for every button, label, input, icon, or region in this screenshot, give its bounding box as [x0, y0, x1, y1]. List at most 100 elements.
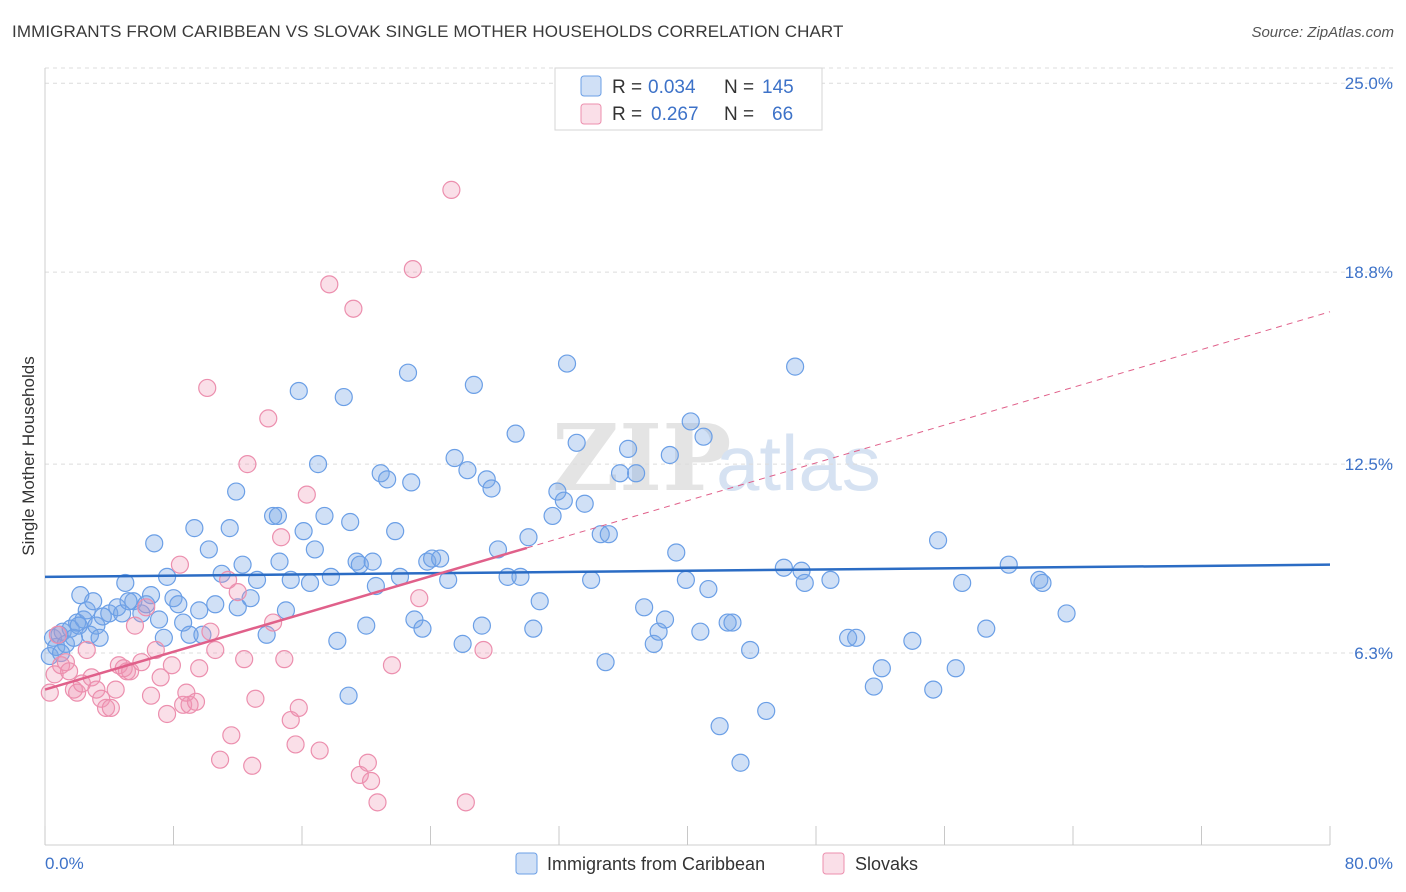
slovaks-point [190, 659, 209, 678]
caribbean-point [557, 354, 577, 373]
slovaks-point [310, 741, 329, 760]
caribbean-point [300, 573, 320, 593]
legend-n-value-caribbean: 145 [762, 77, 794, 98]
slovaks-point [238, 455, 257, 474]
caribbean-point [334, 387, 353, 407]
watermark-zip: ZIP [552, 404, 731, 512]
caribbean-point [289, 381, 308, 401]
caribbean-point [710, 717, 729, 736]
y-tick-label: 18.8% [1345, 263, 1393, 282]
caribbean-point [548, 482, 567, 501]
caribbean-point [357, 616, 376, 635]
caribbean-point [482, 479, 501, 498]
caribbean-point [190, 601, 209, 620]
caribbean-point [757, 701, 776, 721]
slovaks-point [222, 726, 241, 745]
caribbean-point [519, 528, 538, 547]
series-slovaks-points [40, 180, 493, 812]
slovaks-point [162, 656, 181, 675]
caribbean-point [731, 753, 750, 772]
caribbean-point [180, 625, 199, 644]
caribbean-point [145, 534, 164, 553]
slovaks-point [151, 668, 170, 687]
caribbean-point [667, 543, 686, 562]
caribbean-point [472, 616, 491, 635]
caribbean-point [108, 598, 127, 617]
caribbean-point [655, 610, 675, 629]
legend-n-label-slovaks: N = [724, 104, 754, 125]
y-tick-label: 6.3% [1354, 644, 1393, 663]
caribbean-point [554, 491, 573, 510]
slovaks-point [382, 656, 402, 675]
caribbean-point [270, 552, 289, 571]
bottom-legend-label-slovaks: Slovaks [855, 854, 918, 874]
caribbean-point [363, 552, 382, 571]
caribbean-point [308, 455, 328, 474]
caribbean-point [445, 448, 464, 468]
watermark-atlas: atlas [716, 419, 881, 507]
slovaks-point [210, 750, 230, 769]
caribbean-point [953, 573, 972, 593]
slovaks-point [157, 704, 177, 724]
slovaks-point [45, 665, 64, 684]
y-tick-label: 25.0% [1345, 74, 1393, 93]
slovaks-point [68, 683, 87, 702]
caribbean-point [691, 622, 710, 641]
caribbean-point [116, 573, 135, 593]
caribbean-point [530, 592, 549, 611]
caribbean-point [567, 433, 586, 452]
slovaks-point [474, 640, 493, 660]
caribbean-point [610, 464, 630, 483]
legend-swatch-caribbean [580, 75, 602, 97]
slovaks-point [59, 662, 79, 681]
slovaks-point [410, 589, 429, 608]
slovaks-point [141, 686, 161, 705]
caribbean-point [488, 540, 508, 559]
slovaks-point [170, 555, 190, 574]
caribbean-point [626, 464, 646, 483]
slovaks-point [358, 753, 377, 772]
caribbean-point [185, 519, 204, 538]
caribbean-point [199, 540, 218, 559]
source-credit: Source: ZipAtlas.com [1251, 24, 1394, 41]
slovaks-trend-line-solid [44, 546, 528, 691]
x-tick-label-max: 80.0% [1345, 854, 1393, 873]
slovaks-point [442, 180, 461, 199]
legend-r-label-caribbean: R = [612, 77, 642, 98]
slovaks-point [96, 698, 116, 717]
caribbean-point [228, 598, 247, 617]
slovaks-point [146, 640, 165, 660]
caribbean-point [464, 375, 483, 394]
y-tick-labels: 6.3% 12.5% 18.8% 25.0% [1345, 74, 1393, 663]
caribbean-point [268, 506, 288, 526]
caribbean-point [660, 445, 679, 465]
slovaks-point [344, 299, 363, 318]
caribbean-point [347, 552, 366, 571]
caribbean-point [294, 522, 313, 541]
caribbean-point [524, 619, 543, 638]
caribbean-point [1033, 573, 1052, 593]
caribbean-point [341, 512, 360, 532]
slovaks-point [243, 756, 262, 775]
caribbean-point [263, 506, 283, 526]
caribbean-point [164, 589, 183, 608]
slovaks-trend-line-dashed [526, 311, 1331, 549]
caribbean-point [1057, 604, 1076, 623]
y-axis-label: Single Mother Households [19, 356, 38, 555]
legend: R = 0.034 N = 145 R = 0.267 N = 66 [554, 67, 823, 131]
caribbean-point [169, 595, 188, 614]
caribbean-point [315, 506, 334, 526]
caribbean-point [924, 680, 943, 699]
slovaks-point [286, 735, 305, 754]
caribbean-point [321, 567, 341, 586]
legend-n-value-slovaks: 66 [772, 104, 793, 125]
legend-box [554, 67, 823, 131]
caribbean-point [339, 686, 358, 705]
slovaks-point [235, 650, 254, 669]
caribbean-point [599, 525, 618, 544]
caribbean-point [774, 558, 793, 577]
bottom-legend-label-caribbean: Immigrants from Caribbean [547, 854, 765, 874]
caribbean-point [77, 601, 96, 620]
slovaks-point [201, 622, 220, 641]
caribbean-point [220, 519, 239, 538]
